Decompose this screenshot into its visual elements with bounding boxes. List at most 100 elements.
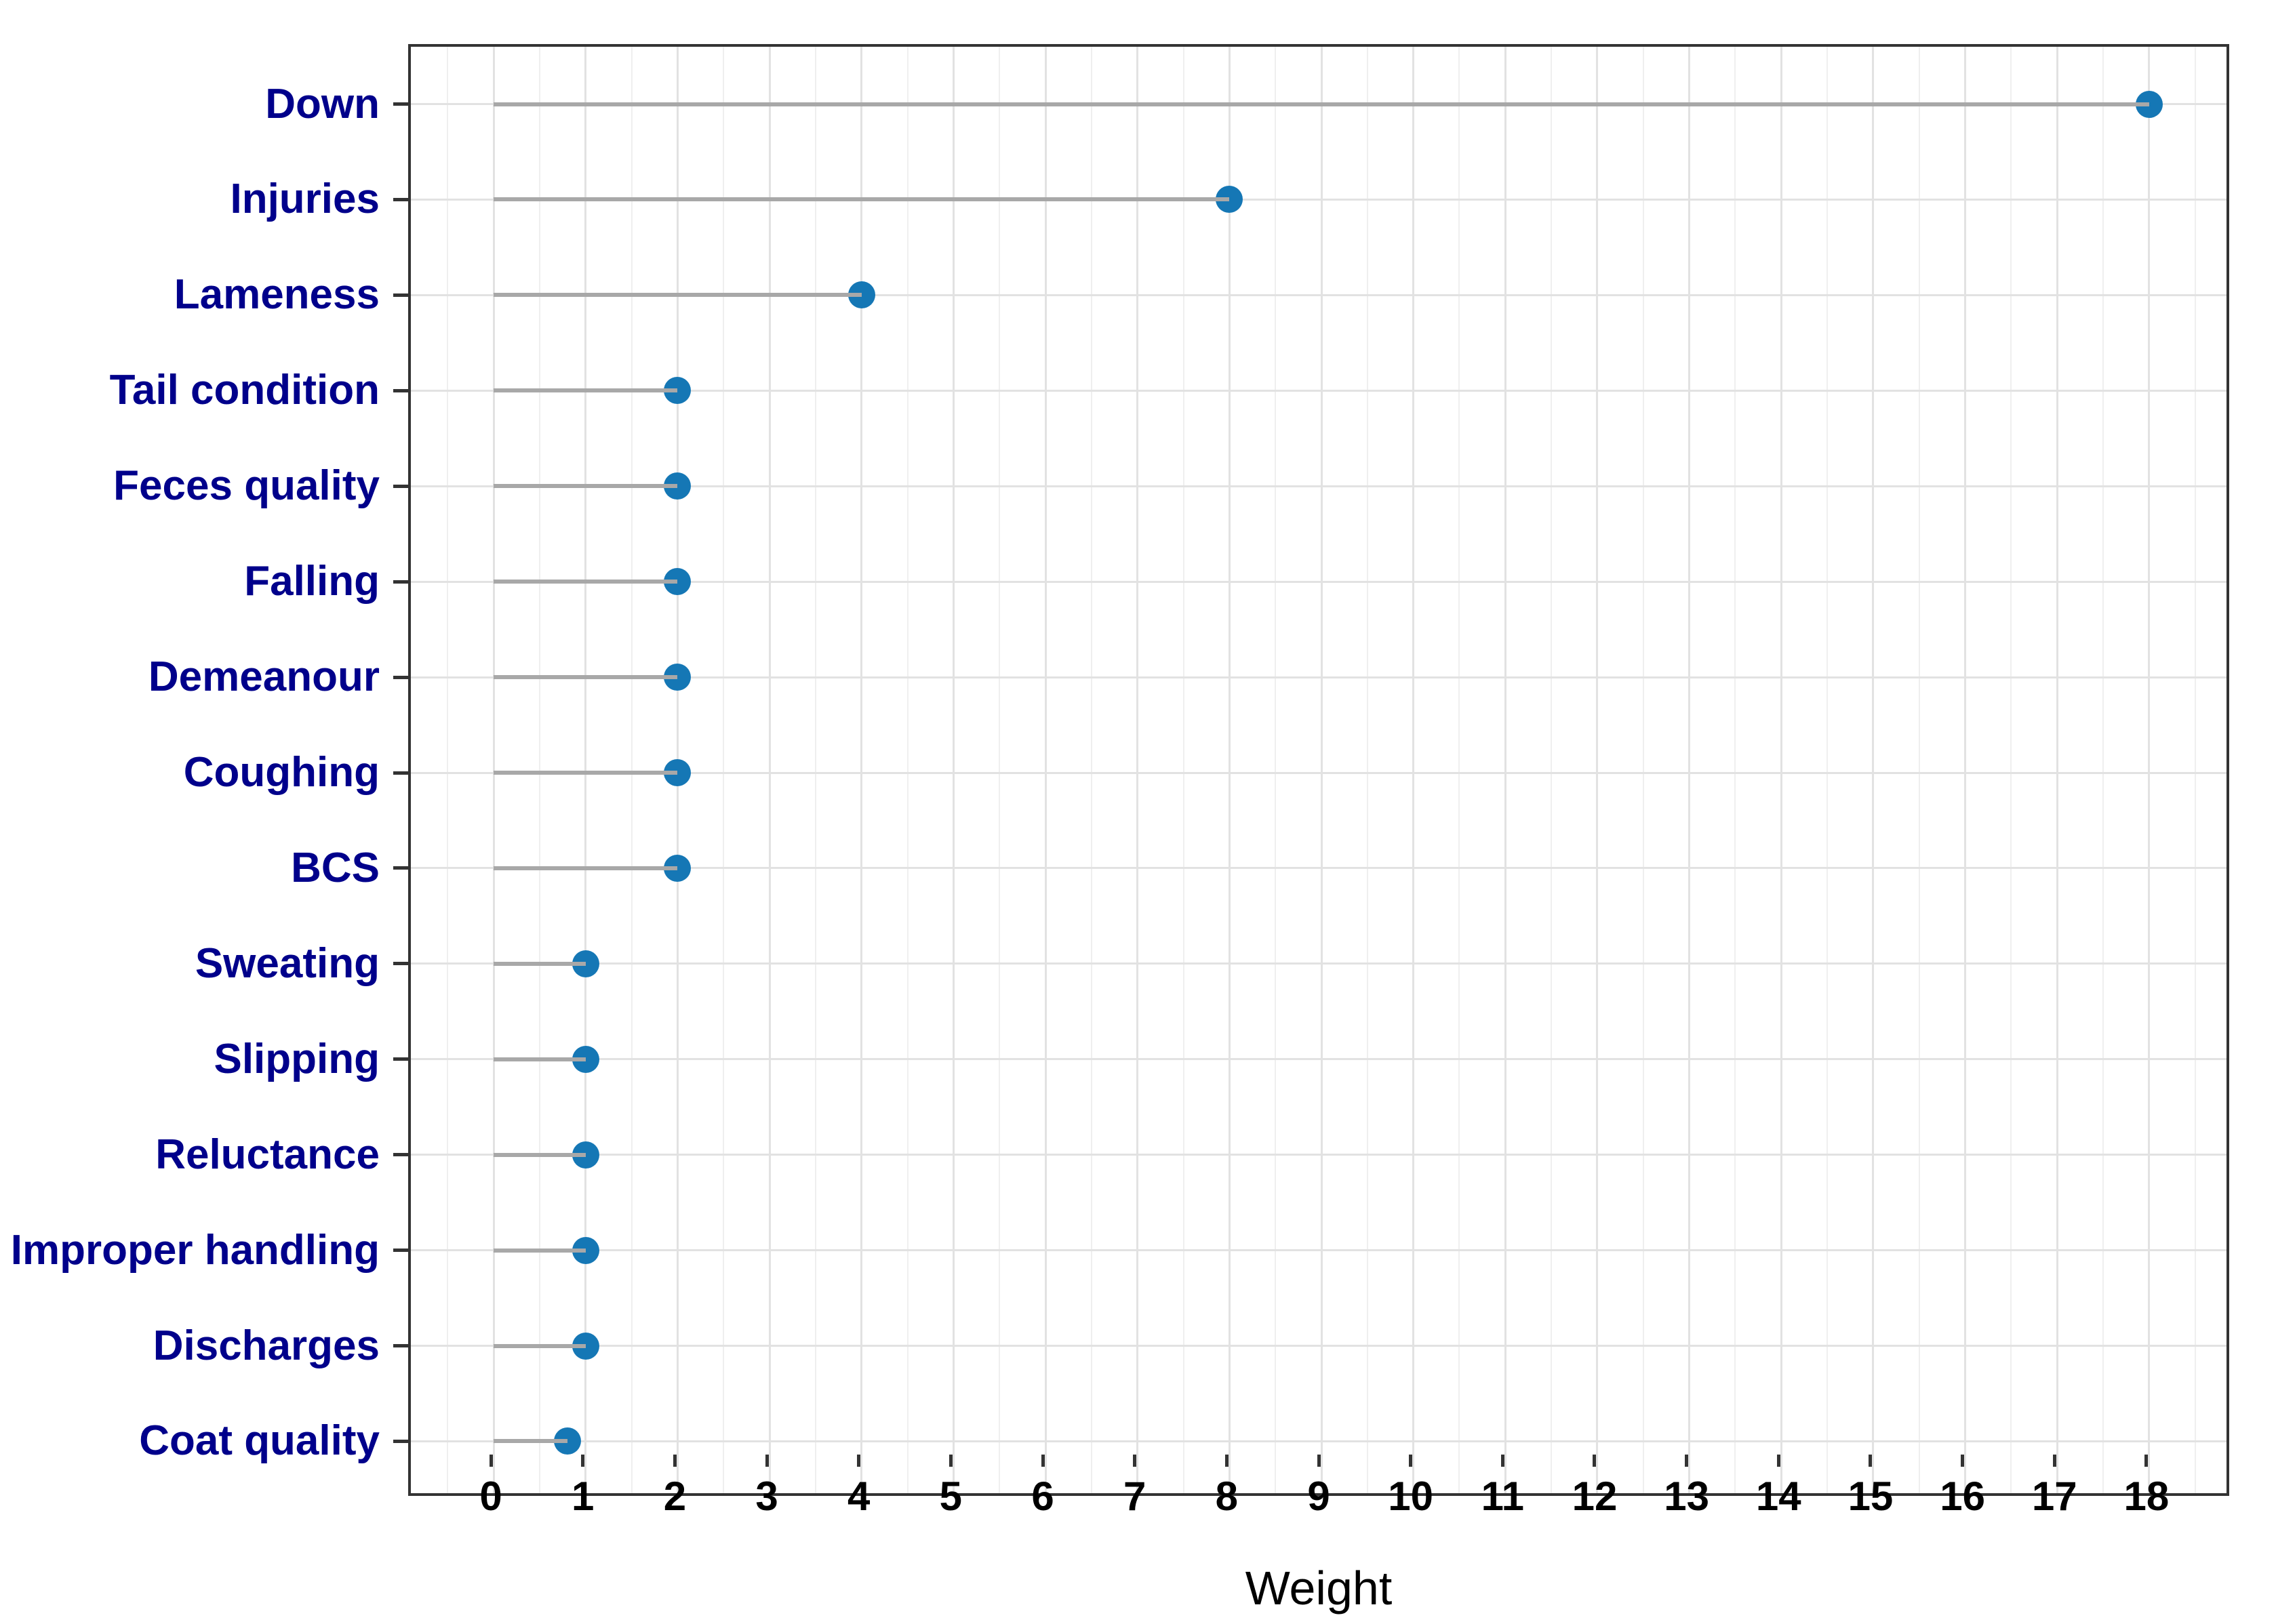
- minor-gridline: [538, 47, 540, 1493]
- x-tick-label: 4: [847, 1474, 871, 1519]
- x-axis-tick: [949, 1455, 953, 1467]
- y-axis-tick: [393, 962, 408, 966]
- x-tick-label: 11: [1481, 1474, 1525, 1519]
- x-axis-tick: [1133, 1455, 1137, 1467]
- lollipop-stem: [494, 388, 678, 393]
- x-axis-tick: [1685, 1455, 1689, 1467]
- x-tick-label: 18: [2123, 1474, 2170, 1519]
- minor-gridline: [1642, 47, 1644, 1493]
- x-tick-label: 2: [663, 1474, 687, 1519]
- minor-gridline: [999, 47, 1001, 1493]
- x-tick-label: 17: [2031, 1474, 2077, 1519]
- x-tick-label: 7: [1123, 1474, 1146, 1519]
- minor-gridline: [1275, 47, 1277, 1493]
- lollipop-stem: [494, 866, 678, 870]
- major-gridline: [768, 47, 771, 1493]
- x-tick-label: 5: [939, 1474, 963, 1519]
- x-axis-tick: [1224, 1455, 1229, 1467]
- major-gridline: [1504, 47, 1506, 1493]
- y-axis-tick: [393, 1439, 408, 1443]
- lollipop-stem: [494, 293, 862, 298]
- row-gridline: [411, 867, 2227, 870]
- x-tick-label: 16: [1940, 1474, 1985, 1519]
- lollipop-stem: [494, 1152, 586, 1157]
- category-label: Coat quality: [139, 1417, 380, 1465]
- minor-gridline: [631, 47, 633, 1493]
- y-axis-tick: [393, 293, 408, 297]
- row-gridline: [411, 1058, 2227, 1061]
- plot-panel: Down Injuries Lameness Tail condition Feces …: [11, 44, 2229, 1496]
- row-gridline: [411, 389, 2227, 392]
- lollipop-stem: [494, 1343, 586, 1348]
- x-axis-tick: [1409, 1455, 1413, 1467]
- x-axis-tick: [673, 1455, 677, 1467]
- x-tick-label: 6: [1031, 1474, 1054, 1519]
- row-gridline: [411, 771, 2227, 774]
- y-axis-tick: [393, 1057, 408, 1061]
- major-gridline: [1872, 47, 1875, 1493]
- minor-gridline: [447, 47, 449, 1493]
- lollipop-stem: [494, 580, 678, 584]
- x-tick-label: 0: [479, 1474, 502, 1519]
- y-axis-tick: [393, 484, 408, 488]
- major-gridline: [1596, 47, 1599, 1493]
- category-label: Discharges: [153, 1322, 380, 1369]
- category-label: Tail condition: [109, 367, 380, 414]
- category-label: Sweating: [195, 939, 380, 987]
- x-axis-tick: [489, 1455, 493, 1467]
- row-gridline: [411, 293, 2227, 296]
- minor-gridline: [1734, 47, 1736, 1493]
- minor-gridline: [723, 47, 725, 1493]
- minor-gridline: [906, 47, 909, 1493]
- minor-gridline: [814, 47, 816, 1493]
- row-gridline: [411, 198, 2227, 201]
- y-axis-tick: [393, 388, 408, 392]
- row-gridline: [411, 1345, 2227, 1347]
- x-axis-tick: [1593, 1455, 1597, 1467]
- major-gridline: [1228, 47, 1231, 1493]
- x-axis-tick: [1869, 1455, 1873, 1467]
- category-label: Slipping: [214, 1035, 380, 1082]
- minor-gridline: [1458, 47, 1460, 1493]
- major-gridline: [952, 47, 955, 1493]
- minor-gridline: [1826, 47, 1829, 1493]
- minor-gridline: [1090, 47, 1092, 1493]
- y-axis-tick: [393, 102, 408, 106]
- category-label: BCS: [291, 844, 380, 891]
- row-gridline: [411, 1249, 2227, 1252]
- y-axis-tick: [393, 580, 408, 584]
- x-tick-label: 8: [1215, 1474, 1239, 1519]
- category-label: Improper handling: [10, 1226, 380, 1274]
- x-tick-label: 12: [1572, 1474, 1618, 1519]
- major-gridline: [1780, 47, 1782, 1493]
- x-axis-tick: [857, 1455, 861, 1467]
- x-axis-title: Weight: [1245, 1562, 1393, 1615]
- category-label: Coughing: [183, 749, 380, 796]
- category-label: Down: [265, 80, 380, 127]
- major-gridline: [1688, 47, 1691, 1493]
- major-gridline: [584, 47, 587, 1493]
- row-gridline: [411, 1154, 2227, 1156]
- y-axis-tick: [393, 1249, 408, 1253]
- x-tick-label: 1: [572, 1474, 595, 1519]
- major-gridline: [1320, 47, 1323, 1493]
- x-tick-label: 10: [1388, 1474, 1434, 1519]
- category-label: Reluctance: [155, 1131, 380, 1178]
- x-axis-tick: [581, 1455, 585, 1467]
- lollipop-stem: [494, 1439, 567, 1444]
- x-axis-tick: [1500, 1455, 1504, 1467]
- lollipop-stem: [494, 1248, 586, 1253]
- minor-gridline: [2194, 47, 2196, 1493]
- x-axis-tick: [1776, 1455, 1780, 1467]
- major-gridline: [1044, 47, 1047, 1493]
- lollipop-stem: [494, 961, 586, 966]
- lollipop-stem: [494, 771, 678, 775]
- row-gridline: [411, 676, 2227, 678]
- major-gridline: [2056, 47, 2058, 1493]
- x-tick-label: 14: [1755, 1474, 1801, 1519]
- x-tick-label: 15: [1848, 1474, 1894, 1519]
- lollipop-stem: [494, 197, 1230, 202]
- minor-gridline: [2102, 47, 2104, 1493]
- lollipop-stem: [494, 102, 2149, 106]
